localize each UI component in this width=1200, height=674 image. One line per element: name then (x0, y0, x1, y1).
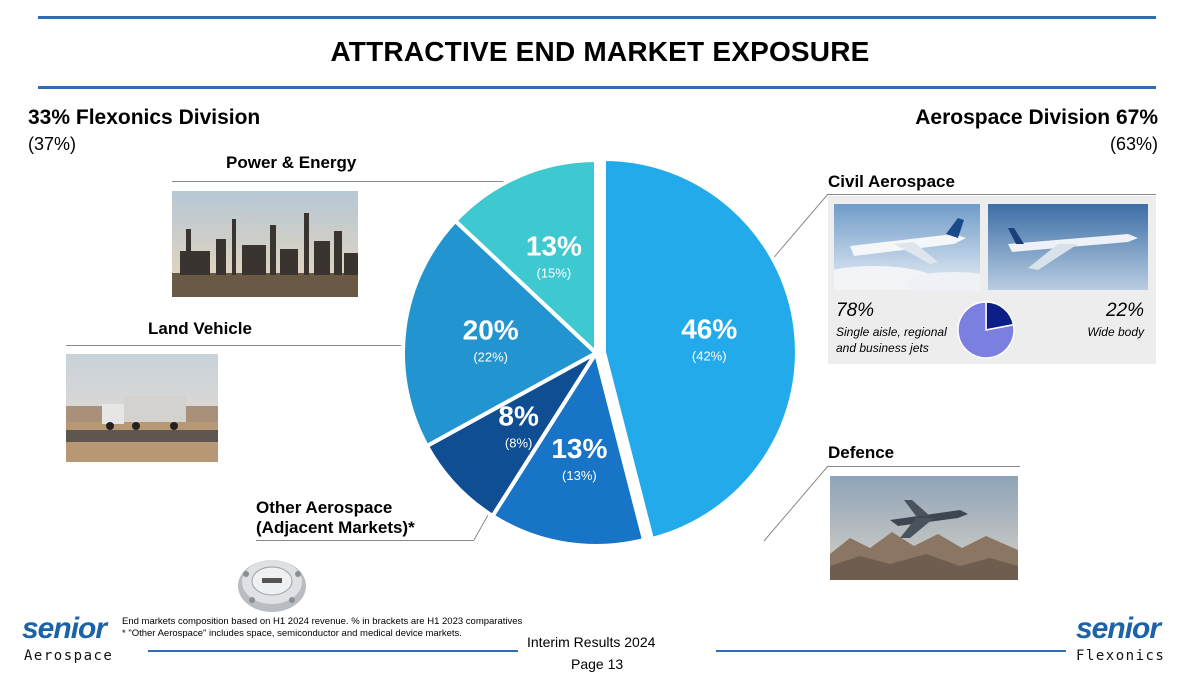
footer-report-title: Interim Results 2024 (527, 634, 656, 650)
senior-aerospace-logo-sub: Aerospace (24, 648, 114, 664)
land-vehicle-photo (66, 354, 218, 462)
pie-slice-civil-aerospace (601, 156, 799, 542)
diagonal-defence (763, 465, 829, 542)
footnote-line1: End markets composition based on H1 2024… (122, 616, 523, 627)
pie-prior-label-power-energy: (15%) (536, 266, 571, 281)
footer-rule-left (148, 650, 518, 652)
senior-flexonics-logo-word: senior (1076, 612, 1161, 645)
segment-label-other-aerospace-line1: Other Aerospace (256, 498, 393, 517)
leader-line-land-vehicle (66, 345, 402, 346)
defence-jet-photo (830, 476, 1018, 580)
flexonics-division-label: 33% Flexonics Division (28, 106, 261, 129)
aerospace-division-label: Aerospace Division 67% (915, 106, 1158, 129)
segment-label-land-vehicle: Land Vehicle (148, 319, 252, 338)
single-aisle-description-line2: and business jets (836, 341, 929, 355)
pie-value-label-civil-aerospace: 46% (681, 314, 737, 345)
footer-page-number: Page 13 (571, 656, 624, 672)
wide-body-percentage: 22% (1105, 300, 1144, 321)
leader-line-other-aerospace (256, 540, 474, 541)
senior-flexonics-logo-sub: Flexonics (1076, 648, 1166, 664)
diagonal-civil (769, 193, 829, 263)
pie-prior-label-land-vehicle: (22%) (473, 350, 508, 365)
single-aisle-percentage: 78% (836, 300, 875, 321)
main-pie: 46% (42%) 13% (13%) 8% (8%) 20% (22%) 13% (15%) (401, 156, 799, 548)
pie-value-label-other-aerospace-adjacent-markets: 8% (498, 401, 539, 432)
single-aisle-description: Single aisle, regional and business jets (836, 324, 947, 356)
wide-body-description: Wide body (1087, 325, 1144, 339)
wide-body-aircraft-photo (988, 204, 1148, 290)
segment-label-civil-aerospace: Civil Aerospace (828, 172, 955, 191)
civil-split-slice-single-aisle-regional-and-business-jets (957, 301, 1015, 359)
pie-slice-defence (489, 348, 647, 548)
civil-split-pie-slices (957, 301, 1015, 359)
flexonics-division-prior: (37%) (28, 134, 77, 154)
leader-line-power-energy (172, 181, 586, 182)
pie-slice-power-energy (452, 157, 598, 358)
pie-prior-label-civil-aerospace: (42%) (692, 349, 727, 364)
single-aisle-aircraft-photo (834, 204, 980, 290)
pie-prior-label-other-aerospace-adjacent-markets: (8%) (505, 436, 532, 451)
segment-label-power-energy: Power & Energy (226, 153, 357, 172)
civil-aerospace-panel: 78% Single aisle, regional and business … (828, 196, 1156, 364)
other-aerospace-part-photo (232, 548, 312, 618)
segment-label-other-aerospace: Other Aerospace (Adjacent Markets)* (256, 498, 415, 538)
leader-line-defence (828, 466, 1020, 467)
footer-rule-right (716, 650, 1066, 652)
senior-aerospace-logo-word: senior (22, 612, 107, 645)
civil-split-pie (957, 301, 1015, 359)
pie-slice-land-vehicle (401, 218, 600, 449)
single-aisle-description-line1: Single aisle, regional (836, 325, 947, 339)
pie-value-label-land-vehicle: 20% (463, 315, 519, 346)
power-energy-photo (172, 191, 358, 297)
pie-value-label-power-energy: 13% (526, 231, 582, 262)
pie-prior-label-defence: (13%) (562, 468, 597, 483)
top-rule (38, 16, 1156, 19)
pie-value-label-defence: 13% (551, 433, 607, 464)
footnote-line2: * "Other Aerospace" includes space, semi… (122, 628, 462, 639)
leader-line-civil-aerospace (828, 194, 1156, 195)
segment-label-defence: Defence (828, 443, 895, 462)
aerospace-division-prior: (63%) (1109, 134, 1158, 154)
segment-label-other-aerospace-line2: (Adjacent Markets)* (256, 518, 415, 537)
footnote: End markets composition based on H1 2024… (122, 616, 522, 640)
title-underline (38, 86, 1156, 89)
page-title: ATTRACTIVE END MARKET EXPOSURE (330, 36, 870, 67)
